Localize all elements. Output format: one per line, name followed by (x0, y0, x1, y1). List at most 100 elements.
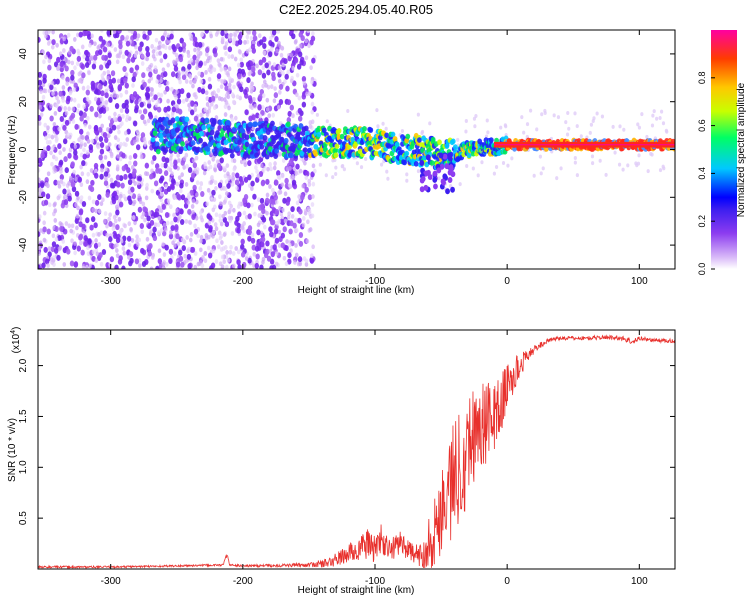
spectrogram-ridge-point (368, 127, 374, 133)
spectrogram-noise-point (256, 197, 261, 203)
spectrogram-noise-point (255, 169, 259, 174)
spectrogram-noise-point (182, 156, 187, 161)
spectrogram-noise-point (146, 118, 151, 124)
spectrogram-noise-point (173, 60, 178, 66)
spectrogram-noise-point (232, 36, 237, 42)
spectrogram-noise-point (51, 39, 56, 46)
spectrogram-ridge-point (174, 127, 180, 133)
spectrogram-noise-point (181, 245, 186, 252)
spectrogram-noise-point (281, 207, 286, 213)
spectrogram-noise-point (73, 154, 79, 161)
spectrogram-noise-point (105, 145, 109, 150)
spectrogram-noise-point (176, 153, 181, 158)
spectrogram-noise-point (46, 125, 50, 131)
spectrogram-noise-point (258, 39, 264, 46)
spectrogram-noise-point (132, 139, 137, 145)
spectrogram-noise-point (239, 86, 244, 93)
spectrogram-noise-point (169, 152, 174, 158)
spectrogram-noise-point (659, 109, 664, 114)
spectrogram-noise-point (46, 145, 51, 152)
spectrogram-noise-point (56, 180, 61, 186)
spectrogram-noise-point (61, 239, 66, 244)
spectrogram-noise-point (78, 144, 83, 149)
spectrogram-noise-point (158, 82, 162, 88)
spectrogram-noise-point (225, 163, 230, 168)
spectrogram-noise-point (82, 112, 87, 119)
spectrogram-noise-point (38, 79, 43, 86)
spectrogram-noise-point (193, 223, 197, 229)
spectrogram-noise-point (56, 254, 61, 261)
spectrogram-noise-point (269, 84, 274, 90)
spectrogram-noise-point (211, 156, 216, 162)
spectrogram-noise-point (277, 65, 282, 70)
spectrogram-noise-point (58, 245, 63, 251)
spectrogram-noise-point (191, 83, 195, 89)
spectrogram-ridge-point (283, 137, 289, 144)
spectrogram-ridge-point (216, 142, 221, 149)
spectrogram-noise-point (259, 264, 264, 269)
spectrogram-noise-point (301, 93, 306, 100)
spectrogram-noise-point (106, 69, 111, 75)
spectrogram-ridge-point (152, 130, 158, 136)
spectrogram-noise-point (272, 165, 277, 171)
spectrogram-noise-point (62, 195, 67, 201)
spectrogram-noise-point (124, 49, 129, 56)
spectrogram-ridge-point (450, 138, 456, 145)
spectrogram-noise-point (244, 109, 249, 116)
spectrogram-noise-point (46, 228, 51, 235)
spectrogram-noise-point (63, 156, 68, 163)
spectrogram-noise-point (102, 218, 107, 224)
spectrogram-noise-point (286, 116, 291, 123)
spectrogram-noise-point (97, 49, 103, 56)
spectrogram-noise-point (157, 216, 162, 221)
spectrogram-ridge-point (439, 163, 445, 170)
spectrogram-noise-point (85, 96, 90, 102)
spectrogram-noise-point (229, 203, 233, 209)
spectrogram-noise-point (224, 264, 229, 269)
spectrogram-noise-point (471, 166, 475, 171)
spectrogram-noise-point (69, 45, 74, 52)
spectrogram-noise-point (95, 251, 100, 257)
spectrogram-noise-point (621, 167, 625, 172)
spectrogram-noise-point (101, 249, 107, 256)
spectrogram-ridge-point (205, 146, 211, 152)
spectrogram-ridge-point (450, 186, 455, 193)
spectrogram-noise-point (151, 53, 156, 59)
spectrogram-noise-point (209, 180, 214, 185)
spectrogram-noise-point (213, 167, 218, 173)
spectrogram-ridge-point (244, 134, 250, 141)
spectrogram-noise-point (228, 76, 232, 82)
spectrogram-noise-point (535, 127, 539, 132)
spectrogram-noise-point (661, 121, 666, 126)
spectrogram-noise-point (46, 263, 50, 268)
spectrogram-noise-point (179, 208, 184, 215)
spectrogram-noise-point (206, 245, 211, 251)
spectrogram-noise-point (56, 56, 61, 63)
spectrogram-noise-point (163, 162, 168, 169)
spectrogram-ridge-point (419, 186, 425, 193)
snr-panel: -300 -200 -100 0 100 0.5 1.0 1.5 2.0 Height of … (7, 327, 676, 596)
spectrogram-noise-point (207, 252, 213, 259)
spectrogram-noise-point (139, 101, 144, 108)
spectrogram-noise-point (135, 144, 141, 151)
spectrogram-noise-point (106, 160, 112, 167)
spectrogram-noise-point (156, 92, 161, 98)
spectrogram-noise-point (141, 201, 146, 207)
spectrogram-noise-point (47, 58, 52, 64)
spectrogram-noise-point (149, 266, 154, 269)
spectrogram-noise-point (231, 99, 236, 105)
spectrogram-noise-point (89, 55, 94, 61)
spectrogram-noise-point (169, 229, 173, 235)
spectrogram-noise-point (66, 59, 71, 65)
spectrogram-noise-point (193, 264, 198, 269)
spectrogram-noise-point (62, 36, 66, 42)
spectrogram-noise-point (252, 96, 256, 102)
spectrogram-ridge-point (444, 163, 450, 170)
spectrogram-noise-point (72, 97, 77, 103)
spectrogram-noise-point (256, 222, 261, 228)
spectrogram-noise-point (272, 98, 277, 104)
spectrogram-noise-point (152, 226, 157, 233)
spectrogram-noise-point (198, 60, 204, 67)
spectrogram-noise-point (234, 179, 240, 186)
spectrogram-noise-point (103, 211, 108, 216)
